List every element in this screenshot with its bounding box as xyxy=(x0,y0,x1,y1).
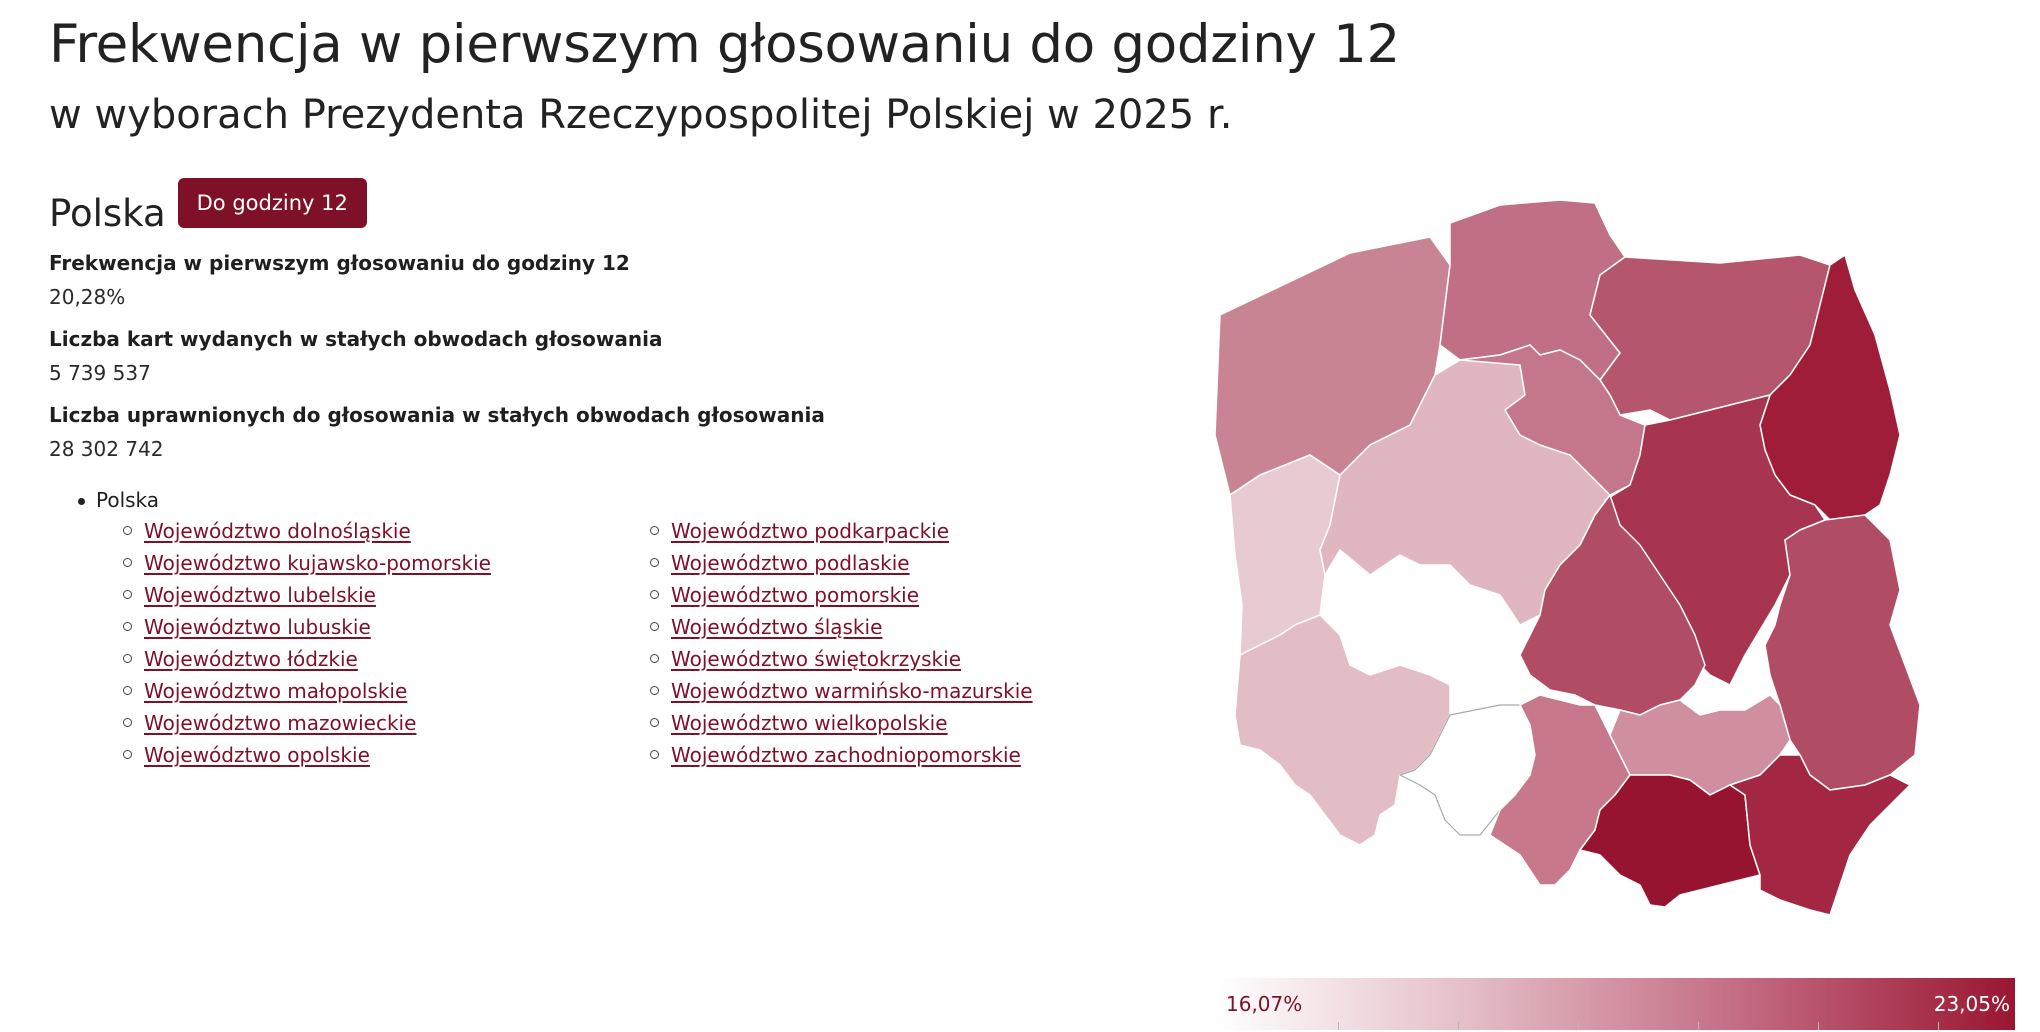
legend-tick xyxy=(1818,1022,1819,1030)
list-item: Województwo lubelskie xyxy=(123,582,671,614)
stat-label: Frekwencja w pierwszym głosowaniu do god… xyxy=(49,251,630,275)
page-title: Frekwencja w pierwszym głosowaniu do god… xyxy=(49,14,1400,75)
stat-value: 5 739 537 xyxy=(49,361,151,385)
list-item: Województwo zachodniopomorskie xyxy=(650,742,1198,774)
legend-tick xyxy=(1578,1022,1579,1030)
region-link[interactable]: Województwo lubuskie xyxy=(144,615,371,639)
region-link[interactable]: Województwo mazowieckie xyxy=(144,711,417,735)
hour-select-button[interactable]: Do godziny 12 xyxy=(177,178,367,228)
list-item: Województwo podlaskie xyxy=(650,550,1198,582)
list-item: Województwo wielkopolskie xyxy=(650,710,1198,742)
region-link[interactable]: Województwo świętokrzyskie xyxy=(671,647,961,671)
region-link[interactable]: Województwo łódzkie xyxy=(144,647,358,671)
region-link[interactable]: Województwo zachodniopomorskie xyxy=(671,743,1021,767)
list-item: Województwo pomorskie xyxy=(650,582,1198,614)
stat-eligible-voters: Liczba uprawnionych do głosowania w stał… xyxy=(49,403,825,461)
region-link[interactable]: Województwo śląskie xyxy=(671,615,883,639)
region-lubelskie[interactable] xyxy=(1764,514,1921,791)
legend-tick xyxy=(1338,1022,1339,1030)
list-item: Województwo dolnośląskie xyxy=(123,518,671,550)
country-header: Polska Do godziny 12 xyxy=(49,178,367,235)
stat-ballots-issued: Liczba kart wydanych w stałych obwodach … xyxy=(49,327,662,385)
page-subtitle: w wyborach Prezydenta Rzeczypospolitej P… xyxy=(49,92,1233,138)
color-scale-legend: 16,07% 23,05% xyxy=(1218,978,2015,1030)
stat-value: 20,28% xyxy=(49,285,126,309)
poland-choropleth-map xyxy=(1214,199,1921,916)
legend-max-value: 23,05% xyxy=(1933,992,2010,1016)
list-item: Województwo świętokrzyskie xyxy=(650,646,1198,678)
tree-root-poland: Polska xyxy=(77,488,160,512)
legend-tick xyxy=(1938,1022,1939,1030)
list-item: Województwo śląskie xyxy=(650,614,1198,646)
region-link[interactable]: Województwo małopolskie xyxy=(144,679,408,703)
stat-value: 28 302 742 xyxy=(49,437,164,461)
region-podkarpackie[interactable] xyxy=(1729,754,1911,916)
list-item: Województwo podkarpackie xyxy=(650,518,1198,550)
region-lodzkie[interactable] xyxy=(1519,494,1706,716)
region-link[interactable]: Województwo podkarpackie xyxy=(671,519,950,543)
list-item: Województwo lubuskie xyxy=(123,614,671,646)
region-link[interactable]: Województwo podlaskie xyxy=(671,551,910,575)
region-link[interactable]: Województwo lubelskie xyxy=(144,583,376,607)
region-link[interactable]: Województwo warmińsko-mazurskie xyxy=(671,679,1033,703)
region-tree: Polska Województwo dolnośląskie Wojewódz… xyxy=(77,488,1033,767)
region-dolnoslaskie[interactable] xyxy=(1234,614,1451,846)
legend-tick xyxy=(1698,1022,1699,1030)
list-item: Województwo łódzkie xyxy=(123,646,671,678)
country-name: Polska xyxy=(49,192,166,235)
region-link[interactable]: Województwo opolskie xyxy=(144,743,370,767)
list-item: Województwo kujawsko-pomorskie xyxy=(123,550,671,582)
color-scale-bar xyxy=(1218,978,2015,1030)
stat-label: Liczba kart wydanych w stałych obwodach … xyxy=(49,327,663,351)
legend-tick xyxy=(1458,1022,1459,1030)
region-podlaskie[interactable] xyxy=(1759,254,1901,526)
region-malopolskie[interactable] xyxy=(1579,774,1761,908)
region-list-right: Województwo podkarpackie Województwo pod… xyxy=(650,518,1198,774)
legend-min-value: 16,07% xyxy=(1226,992,1303,1016)
region-link[interactable]: Województwo pomorskie xyxy=(671,583,920,607)
stat-turnout: Frekwencja w pierwszym głosowaniu do god… xyxy=(49,251,630,309)
list-item: Województwo opolskie xyxy=(123,742,671,774)
region-list-left: Województwo dolnośląskie Województwo kuj… xyxy=(123,518,671,774)
region-slaskie[interactable] xyxy=(1489,694,1631,886)
list-item: Województwo mazowieckie xyxy=(123,710,671,742)
region-link[interactable]: Województwo wielkopolskie xyxy=(671,711,948,735)
region-link[interactable]: Województwo kujawsko-pomorskie xyxy=(144,551,491,575)
list-item: Województwo małopolskie xyxy=(123,678,671,710)
list-item: Województwo warmińsko-mazurskie xyxy=(650,678,1198,710)
stat-label: Liczba uprawnionych do głosowania w stał… xyxy=(49,403,825,427)
region-link[interactable]: Województwo dolnośląskie xyxy=(144,519,411,543)
